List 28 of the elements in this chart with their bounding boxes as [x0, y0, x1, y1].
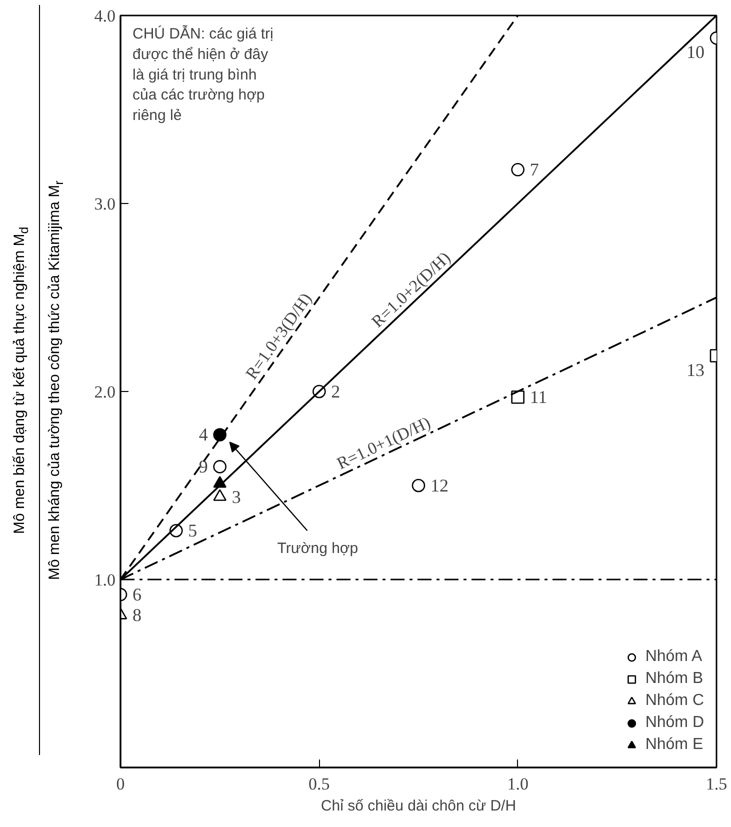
- x-tick-label: 0: [116, 774, 125, 794]
- y-tick-label: 1.0: [94, 570, 116, 590]
- annotation: 3: [232, 486, 241, 507]
- x-axis-title: Chỉ số chiều dài chôn cừ D/H: [320, 798, 516, 814]
- annotation: Trường hợp: [277, 540, 358, 558]
- annotation: 8: [132, 605, 142, 626]
- annotation: 9: [198, 456, 208, 477]
- x-tick-label: 0.5: [308, 774, 330, 794]
- annotation: 2: [331, 382, 340, 402]
- legend-label: Nhóm E: [645, 736, 704, 754]
- y-tick-label: 3.0: [94, 194, 116, 214]
- y-tick-label: 4.0: [94, 6, 116, 26]
- legend-label: Nhóm A: [645, 648, 702, 666]
- annotation: 7: [530, 160, 539, 180]
- x-tick-label: 1.5: [706, 774, 728, 794]
- annotation: 13: [686, 360, 704, 380]
- annotation: 12: [430, 476, 448, 496]
- annotation: 11: [530, 387, 548, 408]
- legend-label: Nhóm C: [645, 692, 704, 710]
- annotation: 4: [198, 424, 208, 445]
- annotation: 5: [188, 520, 198, 541]
- annotation: 10: [686, 42, 704, 62]
- annotation: CHÚ DẪN: các giá trị được thể hiện ở đây là giá trị trung bình của các trường hợp riêng lẻ: [132, 24, 274, 124]
- legend-label: Nhóm D: [645, 714, 704, 732]
- legend-label: Nhóm B: [645, 670, 704, 688]
- annotation: 6: [132, 584, 142, 605]
- x-tick-label: 1.0: [507, 774, 528, 794]
- y-tick-label: 2.0: [94, 382, 116, 402]
